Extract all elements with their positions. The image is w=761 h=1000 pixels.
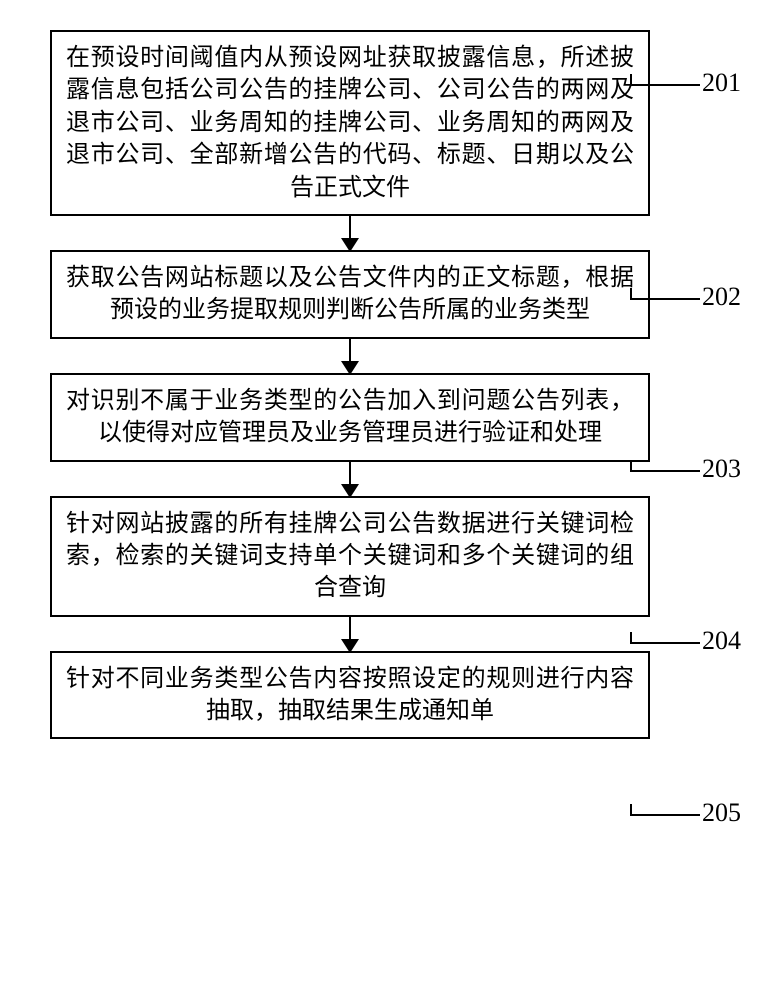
flow-box-205: 针对不同业务类型公告内容按照设定的规则进行内容抽取，抽取结果生成通知单 bbox=[50, 651, 650, 740]
leader-line-205 bbox=[630, 814, 700, 816]
arrow-down-icon bbox=[349, 339, 351, 373]
flow-box-201: 在预设时间阈值内从预设网址获取披露信息，所述披露信息包括公司公告的挂牌公司、公司… bbox=[50, 30, 650, 216]
flow-box-text: 针对不同业务类型公告内容按照设定的规则进行内容抽取，抽取结果生成通知单 bbox=[66, 666, 634, 724]
step-label-201: 201 bbox=[702, 68, 741, 98]
step-label-204: 204 bbox=[702, 626, 741, 656]
flow-box-text: 在预设时间阈值内从预设网址获取披露信息，所述披露信息包括公司公告的挂牌公司、公司… bbox=[66, 45, 634, 201]
step-label-203: 203 bbox=[702, 454, 741, 484]
arrow-down-icon bbox=[349, 617, 351, 651]
flow-box-202: 获取公告网站标题以及公告文件内的正文标题，根据预设的业务提取规则判断公告所属的业… bbox=[50, 250, 650, 339]
flow-box-text: 对识别不属于业务类型的公告加入到问题公告列表，以使得对应管理员及业务管理员进行验… bbox=[66, 388, 634, 446]
arrow-down-icon bbox=[349, 462, 351, 496]
flow-box-text: 针对网站披露的所有挂牌公司公告数据进行关键词检索，检索的关键词支持单个关键词和多… bbox=[66, 511, 634, 602]
leader-line-201 bbox=[630, 84, 700, 86]
leader-line-202 bbox=[630, 298, 700, 300]
flow-box-203: 对识别不属于业务类型的公告加入到问题公告列表，以使得对应管理员及业务管理员进行验… bbox=[50, 373, 650, 462]
leader-line-203 bbox=[630, 470, 700, 472]
flowchart: 在预设时间阈值内从预设网址获取披露信息，所述披露信息包括公司公告的挂牌公司、公司… bbox=[50, 30, 650, 739]
leader-line-204 bbox=[630, 642, 700, 644]
step-label-202: 202 bbox=[702, 282, 741, 312]
flow-box-text: 获取公告网站标题以及公告文件内的正文标题，根据预设的业务提取规则判断公告所属的业… bbox=[66, 265, 634, 323]
flow-box-204: 针对网站披露的所有挂牌公司公告数据进行关键词检索，检索的关键词支持单个关键词和多… bbox=[50, 496, 650, 617]
arrow-down-icon bbox=[349, 216, 351, 250]
step-label-205: 205 bbox=[702, 798, 741, 828]
